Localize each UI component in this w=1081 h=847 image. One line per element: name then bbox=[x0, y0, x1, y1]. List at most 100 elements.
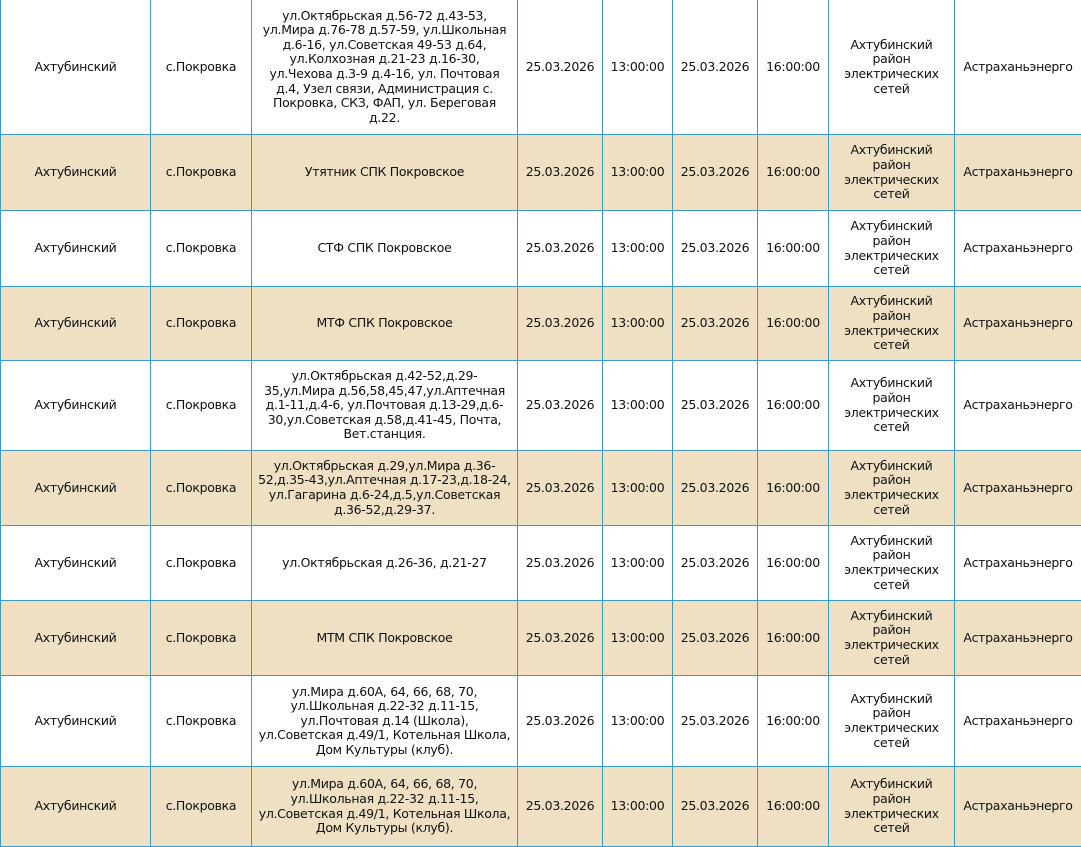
cell-address: ул.Мира д.60А, 64, 66, 68, 70, ул.Школьн… bbox=[252, 676, 518, 767]
cell-start-date: 25.03.2026 bbox=[518, 287, 603, 361]
cell-start-date: 25.03.2026 bbox=[518, 0, 603, 135]
cell-settlement: с.Покровка bbox=[151, 0, 252, 135]
cell-settlement: с.Покровка bbox=[151, 135, 252, 211]
cell-end-date: 25.03.2026 bbox=[673, 451, 758, 526]
cell-network: Ахтубинский район электрических сетей bbox=[829, 211, 955, 287]
cell-network: Ахтубинский район электрических сетей bbox=[829, 526, 955, 601]
cell-address: ул.Октябрьская д.42-52,д.29-35,ул.Мира д… bbox=[252, 361, 518, 451]
cell-address: Утятник СПК Покровское bbox=[252, 135, 518, 211]
cell-start-time: 13:00:00 bbox=[603, 361, 673, 451]
cell-settlement: с.Покровка bbox=[151, 361, 252, 451]
cell-company: Астраханьэнерго bbox=[955, 676, 1081, 767]
cell-start-time: 13:00:00 bbox=[603, 601, 673, 676]
cell-settlement: с.Покровка bbox=[151, 601, 252, 676]
cell-end-time: 16:00:00 bbox=[758, 361, 829, 451]
cell-network: Ахтубинский район электрических сетей bbox=[829, 451, 955, 526]
cell-start-date: 25.03.2026 bbox=[518, 767, 603, 847]
cell-start-time: 13:00:00 bbox=[603, 676, 673, 767]
cell-end-date: 25.03.2026 bbox=[673, 211, 758, 287]
cell-end-date: 25.03.2026 bbox=[673, 0, 758, 135]
cell-address: СТФ СПК Покровское bbox=[252, 211, 518, 287]
cell-settlement: с.Покровка bbox=[151, 211, 252, 287]
cell-network: Ахтубинский район электрических сетей bbox=[829, 361, 955, 451]
cell-end-date: 25.03.2026 bbox=[673, 287, 758, 361]
cell-company: Астраханьэнерго bbox=[955, 361, 1081, 451]
cell-company: Астраханьэнерго bbox=[955, 451, 1081, 526]
cell-network: Ахтубинский район электрических сетей bbox=[829, 0, 955, 135]
cell-address: МТФ СПК Покровское bbox=[252, 287, 518, 361]
cell-district: Ахтубинский bbox=[1, 526, 151, 601]
cell-end-date: 25.03.2026 bbox=[673, 767, 758, 847]
cell-district: Ахтубинский bbox=[1, 601, 151, 676]
cell-end-time: 16:00:00 bbox=[758, 135, 829, 211]
cell-settlement: с.Покровка bbox=[151, 676, 252, 767]
cell-end-date: 25.03.2026 bbox=[673, 601, 758, 676]
cell-start-date: 25.03.2026 bbox=[518, 135, 603, 211]
cell-start-time: 13:00:00 bbox=[603, 0, 673, 135]
cell-company: Астраханьэнерго bbox=[955, 601, 1081, 676]
cell-district: Ахтубинский bbox=[1, 451, 151, 526]
cell-start-date: 25.03.2026 bbox=[518, 526, 603, 601]
cell-start-date: 25.03.2026 bbox=[518, 601, 603, 676]
cell-start-time: 13:00:00 bbox=[603, 287, 673, 361]
cell-network: Ахтубинский район электрических сетей bbox=[829, 135, 955, 211]
cell-network: Ахтубинский район электрических сетей bbox=[829, 601, 955, 676]
cell-address: ул.Мира д.60А, 64, 66, 68, 70, ул.Школьн… bbox=[252, 767, 518, 847]
cell-district: Ахтубинский bbox=[1, 0, 151, 135]
cell-network: Ахтубинский район электрических сетей bbox=[829, 767, 955, 847]
cell-end-time: 16:00:00 bbox=[758, 676, 829, 767]
cell-network: Ахтубинский район электрических сетей bbox=[829, 676, 955, 767]
cell-settlement: с.Покровка bbox=[151, 287, 252, 361]
cell-end-time: 16:00:00 bbox=[758, 601, 829, 676]
cell-address: МТМ СПК Покровское bbox=[252, 601, 518, 676]
cell-end-date: 25.03.2026 bbox=[673, 526, 758, 601]
cell-end-time: 16:00:00 bbox=[758, 526, 829, 601]
cell-company: Астраханьэнерго bbox=[955, 526, 1081, 601]
cell-settlement: с.Покровка bbox=[151, 526, 252, 601]
cell-start-time: 13:00:00 bbox=[603, 451, 673, 526]
cell-district: Ахтубинский bbox=[1, 361, 151, 451]
cell-end-date: 25.03.2026 bbox=[673, 676, 758, 767]
cell-settlement: с.Покровка bbox=[151, 451, 252, 526]
cell-start-date: 25.03.2026 bbox=[518, 361, 603, 451]
cell-start-date: 25.03.2026 bbox=[518, 211, 603, 287]
cell-address: ул.Октябрьская д.56-72 д.43-53, ул.Мира … bbox=[252, 0, 518, 135]
cell-end-time: 16:00:00 bbox=[758, 767, 829, 847]
cell-settlement: с.Покровка bbox=[151, 767, 252, 847]
cell-start-time: 13:00:00 bbox=[603, 211, 673, 287]
cell-end-time: 16:00:00 bbox=[758, 0, 829, 135]
cell-company: Астраханьэнерго bbox=[955, 211, 1081, 287]
cell-start-time: 13:00:00 bbox=[603, 767, 673, 847]
cell-start-time: 13:00:00 bbox=[603, 526, 673, 601]
cell-company: Астраханьэнерго bbox=[955, 287, 1081, 361]
cell-address: ул.Октябрьская д.26-36, д.21-27 bbox=[252, 526, 518, 601]
cell-network: Ахтубинский район электрических сетей bbox=[829, 287, 955, 361]
cell-start-time: 13:00:00 bbox=[603, 135, 673, 211]
cell-district: Ахтубинский bbox=[1, 211, 151, 287]
cell-end-date: 25.03.2026 bbox=[673, 135, 758, 211]
cell-end-date: 25.03.2026 bbox=[673, 361, 758, 451]
cell-district: Ахтубинский bbox=[1, 767, 151, 847]
cell-company: Астраханьэнерго bbox=[955, 0, 1081, 135]
cell-start-date: 25.03.2026 bbox=[518, 676, 603, 767]
cell-end-time: 16:00:00 bbox=[758, 287, 829, 361]
cell-district: Ахтубинский bbox=[1, 676, 151, 767]
cell-district: Ахтубинский bbox=[1, 135, 151, 211]
cell-district: Ахтубинский bbox=[1, 287, 151, 361]
cell-end-time: 16:00:00 bbox=[758, 211, 829, 287]
cell-end-time: 16:00:00 bbox=[758, 451, 829, 526]
cell-company: Астраханьэнерго bbox=[955, 767, 1081, 847]
cell-start-date: 25.03.2026 bbox=[518, 451, 603, 526]
